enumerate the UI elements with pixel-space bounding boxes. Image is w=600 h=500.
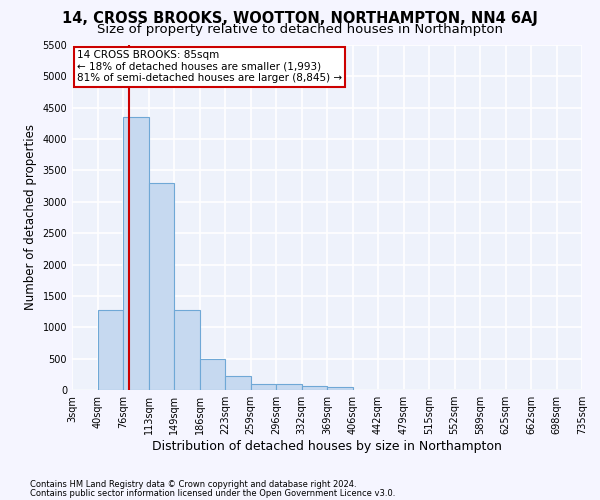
Bar (97, 310, 123, 390)
Bar (199, 360, 225, 390)
Text: Contains HM Land Registry data © Crown copyright and database right 2024.: Contains HM Land Registry data © Crown c… (30, 480, 356, 489)
Text: Size of property relative to detached houses in Northampton: Size of property relative to detached ho… (97, 22, 503, 36)
Text: Contains public sector information licensed under the Open Government Licence v3: Contains public sector information licen… (30, 489, 395, 498)
Bar (174, 310, 199, 390)
Y-axis label: Number of detached properties: Number of detached properties (24, 124, 37, 310)
Bar (327, 386, 353, 390)
X-axis label: Distribution of detached houses by size in Northampton: Distribution of detached houses by size … (152, 440, 502, 453)
Bar (251, 384, 276, 390)
Bar (225, 376, 251, 390)
Bar (302, 386, 327, 390)
Text: 14 CROSS BROOKS: 85sqm
← 18% of detached houses are smaller (1,993)
81% of semi-: 14 CROSS BROOKS: 85sqm ← 18% of detached… (77, 50, 342, 84)
Bar (276, 384, 302, 390)
Text: 14, CROSS BROOKS, WOOTTON, NORTHAMPTON, NN4 6AJ: 14, CROSS BROOKS, WOOTTON, NORTHAMPTON, … (62, 11, 538, 26)
Bar (123, 117, 149, 390)
Bar (149, 183, 174, 390)
